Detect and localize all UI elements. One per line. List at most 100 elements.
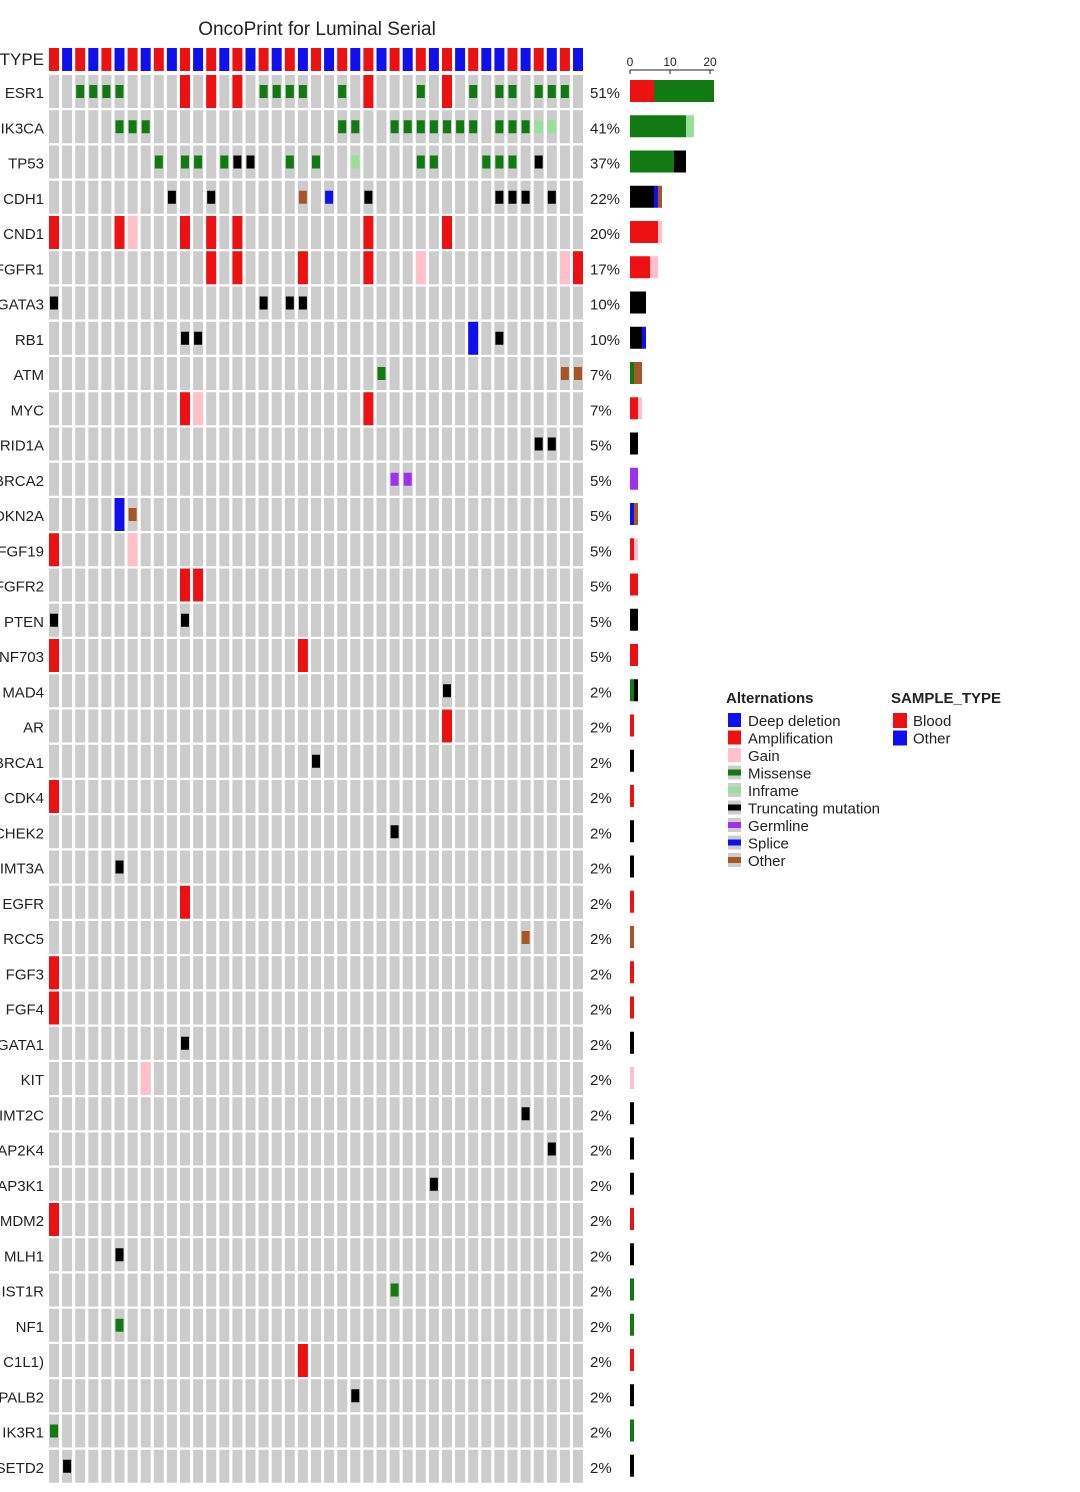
mutation-mark <box>364 190 373 204</box>
empty-cell <box>232 1167 243 1201</box>
empty-cell <box>363 427 374 461</box>
mutation-mark <box>246 155 255 169</box>
legend-label: Other <box>913 731 951 748</box>
empty-cell <box>559 603 570 637</box>
legend-swatch <box>728 713 741 727</box>
empty-cell <box>245 1379 256 1413</box>
empty-cell <box>232 744 243 778</box>
empty-cell <box>520 603 531 637</box>
sample-type-cell <box>533 48 544 71</box>
empty-cell <box>428 75 439 108</box>
empty-cell <box>363 1132 374 1166</box>
empty-cell <box>62 709 73 743</box>
empty-cell <box>559 533 570 567</box>
empty-cell <box>533 1097 544 1131</box>
percent-label: 2% <box>590 790 612 807</box>
empty-cell <box>206 110 217 144</box>
empty-cell <box>376 603 387 637</box>
empty-cell <box>206 1449 217 1483</box>
empty-cell <box>494 850 505 884</box>
empty-cell <box>350 956 361 990</box>
empty-cell <box>166 1203 177 1236</box>
empty-cell <box>271 110 282 144</box>
empty-cell <box>428 991 439 1025</box>
empty-cell <box>271 639 282 672</box>
empty-cell <box>376 1062 387 1095</box>
empty-cell <box>324 744 335 778</box>
empty-cell <box>455 956 466 990</box>
gene-label: AP2K4 <box>0 1143 44 1160</box>
mutation-mark <box>534 155 543 169</box>
empty-cell <box>520 1449 531 1483</box>
empty-cell <box>573 462 583 496</box>
empty-cell <box>271 1449 282 1483</box>
empty-cell <box>402 568 413 602</box>
empty-cell <box>350 1308 361 1342</box>
percent-label: 2% <box>590 861 612 878</box>
bar-segment <box>630 1313 634 1336</box>
empty-cell <box>533 1203 544 1236</box>
empty-cell <box>245 1167 256 1201</box>
empty-cell <box>284 1062 295 1095</box>
empty-cell <box>468 744 479 778</box>
empty-cell <box>533 533 544 567</box>
empty-cell <box>350 780 361 813</box>
empty-cell <box>140 251 151 285</box>
empty-cell <box>166 674 177 708</box>
empty-cell <box>219 392 230 426</box>
empty-cell <box>311 568 321 602</box>
alteration-cell <box>442 75 452 108</box>
empty-cell <box>573 427 583 461</box>
empty-cell <box>324 956 335 990</box>
empty-cell <box>415 1026 426 1060</box>
empty-cell <box>166 1238 177 1272</box>
empty-cell <box>297 921 308 954</box>
empty-cell <box>219 1308 230 1342</box>
empty-cell <box>520 1379 531 1413</box>
sample-type-cell <box>363 48 374 71</box>
bar-segment <box>630 679 634 702</box>
percent-label: 10% <box>590 332 620 349</box>
empty-cell <box>455 1167 466 1201</box>
empty-cell <box>62 956 73 990</box>
percent-label: 2% <box>590 1213 612 1230</box>
empty-cell <box>297 216 308 249</box>
mutation-mark <box>194 331 203 345</box>
empty-cell <box>219 216 230 249</box>
empty-cell <box>140 603 151 637</box>
empty-cell <box>559 286 570 320</box>
empty-cell <box>402 674 413 708</box>
empty-cell <box>297 498 308 531</box>
empty-cell <box>337 1273 348 1307</box>
empty-cell <box>494 1132 505 1166</box>
empty-cell <box>284 885 295 919</box>
empty-cell <box>546 850 557 884</box>
empty-cell <box>546 639 557 672</box>
empty-cell <box>573 110 583 144</box>
empty-cell <box>468 991 479 1025</box>
empty-cell <box>376 885 387 919</box>
empty-cell <box>415 1273 426 1307</box>
empty-cell <box>481 110 492 144</box>
empty-cell <box>455 603 466 637</box>
mutation-mark <box>495 120 504 134</box>
bar-segment <box>630 714 634 737</box>
empty-cell <box>324 1238 335 1272</box>
empty-cell <box>140 216 151 249</box>
empty-cell <box>402 251 413 285</box>
empty-cell <box>180 533 190 567</box>
empty-cell <box>271 321 282 355</box>
empty-cell <box>494 286 505 320</box>
empty-cell <box>193 956 204 990</box>
percent-label: 5% <box>590 473 612 490</box>
empty-cell <box>350 885 361 919</box>
mutation-mark <box>285 85 294 98</box>
empty-cell <box>297 603 308 637</box>
gene-label: DKN2A <box>0 508 44 525</box>
empty-cell <box>206 639 217 672</box>
empty-cell <box>193 75 204 108</box>
empty-cell <box>428 709 439 743</box>
alteration-cell <box>573 251 583 285</box>
empty-cell <box>101 1308 112 1342</box>
empty-cell <box>311 1379 321 1413</box>
